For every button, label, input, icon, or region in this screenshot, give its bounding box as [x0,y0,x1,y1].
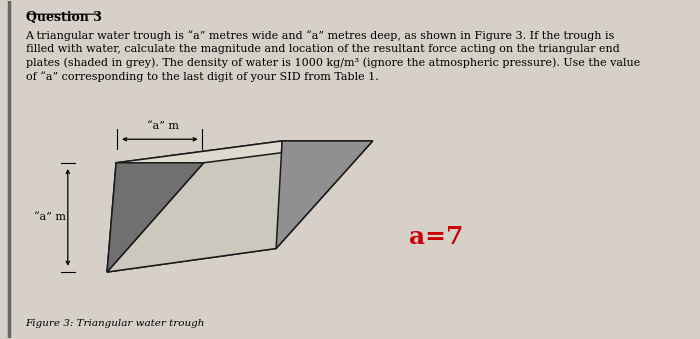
Text: A triangular water trough is “a” metres wide and “a” metres deep, as shown in Fi: A triangular water trough is “a” metres … [25,30,640,82]
Text: Figure 3: Triangular water trough: Figure 3: Triangular water trough [25,319,205,327]
Polygon shape [276,141,372,248]
Polygon shape [107,163,204,272]
Text: “a” m: “a” m [147,121,179,131]
Polygon shape [107,141,372,272]
Text: “a” m: “a” m [34,213,66,222]
Text: Question 3: Question 3 [25,12,101,24]
Polygon shape [107,141,282,272]
Text: a=7: a=7 [409,225,463,249]
Polygon shape [116,141,372,163]
